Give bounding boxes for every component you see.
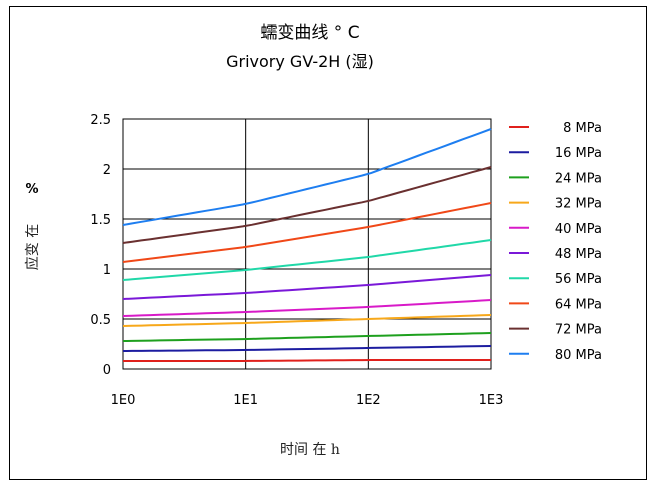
series-line-48-mpa: [122, 274, 492, 300]
series-line-72-mpa: [122, 166, 492, 244]
legend-label: 64 MPa: [555, 297, 602, 312]
legend-label: 56 MPa: [555, 272, 602, 287]
y-tick-label: 2.5: [90, 113, 111, 128]
y-tick-label: 2: [103, 163, 111, 178]
series-line-8-mpa: [123, 359, 491, 362]
legend-label: 24 MPa: [555, 171, 602, 186]
grid-lines: [122, 118, 492, 370]
legend-label: 16 MPa: [555, 146, 602, 161]
x-tick-label: 1E1: [233, 393, 258, 408]
legend-label: 80 MPa: [555, 348, 602, 363]
chart-frame: 蠕变曲线 ° C Grivory GV-2H (湿) 0 0.5 1 1.5 2 2.5 1…: [9, 6, 647, 480]
y-tick-label: 1: [103, 263, 111, 278]
series-line-24-mpa: [122, 332, 492, 342]
y-axis-label: 应变 在: [24, 224, 41, 270]
chart-subtitle: Grivory GV-2H (湿): [226, 52, 374, 71]
legend: 8 MPa 16 MPa 24 MPa 32 MPa 40 MPa 48 MPa 56 MP…: [509, 121, 602, 363]
series-line-64-mpa: [122, 202, 492, 263]
legend-label: 32 MPa: [555, 197, 602, 212]
legend-label: 8 MPa: [563, 121, 602, 136]
x-tick-label: 1E3: [479, 393, 504, 408]
y-tick-label: 0.5: [90, 313, 111, 328]
x-axis-label: 时间 在 h: [280, 442, 340, 458]
legend-label: 48 MPa: [555, 247, 602, 262]
creep-chart: 蠕变曲线 ° C Grivory GV-2H (湿) 0 0.5 1 1.5 2 2.5 1…: [24, 23, 602, 458]
series-line-80-mpa: [122, 128, 492, 226]
series-line-32-mpa: [122, 314, 492, 327]
series-line-40-mpa: [122, 299, 492, 317]
tick-labels: 0 0.5 1 1.5 2 2.5 1E0 1E1 1E2 1E3: [90, 113, 503, 408]
plot-border: [122, 118, 492, 370]
x-tick-label: 1E0: [111, 393, 136, 408]
legend-label: 72 MPa: [555, 323, 602, 338]
series-line-56-mpa: [122, 239, 492, 281]
series-lines: [122, 128, 492, 362]
chart-title: 蠕变曲线 ° C: [260, 23, 359, 43]
y-tick-label: 0: [103, 363, 111, 378]
x-tick-label: 1E2: [356, 393, 381, 408]
y-axis-unit: %: [25, 182, 38, 197]
legend-label: 40 MPa: [555, 222, 602, 237]
y-tick-label: 1.5: [90, 213, 111, 228]
series-line-16-mpa: [122, 345, 492, 352]
